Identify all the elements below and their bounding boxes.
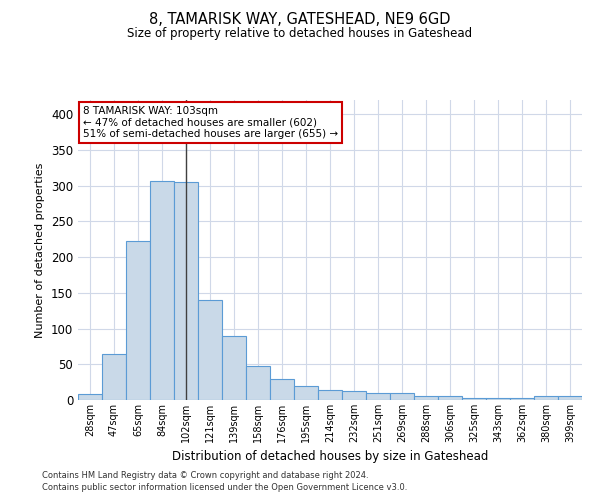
Bar: [222, 336, 246, 400]
Text: 8, TAMARISK WAY, GATESHEAD, NE9 6GD: 8, TAMARISK WAY, GATESHEAD, NE9 6GD: [149, 12, 451, 28]
Text: Contains HM Land Registry data © Crown copyright and database right 2024.: Contains HM Land Registry data © Crown c…: [42, 471, 368, 480]
Text: Size of property relative to detached houses in Gateshead: Size of property relative to detached ho…: [127, 28, 473, 40]
Bar: [558, 396, 582, 400]
Bar: [270, 378, 294, 400]
Bar: [366, 393, 390, 400]
Bar: [342, 392, 366, 400]
Bar: [150, 180, 174, 400]
Bar: [174, 182, 198, 400]
Bar: [534, 396, 558, 400]
Text: Contains public sector information licensed under the Open Government Licence v3: Contains public sector information licen…: [42, 484, 407, 492]
Text: 8 TAMARISK WAY: 103sqm
← 47% of detached houses are smaller (602)
51% of semi-de: 8 TAMARISK WAY: 103sqm ← 47% of detached…: [83, 106, 338, 139]
Bar: [246, 366, 270, 400]
Bar: [102, 354, 126, 400]
Bar: [462, 398, 486, 400]
Bar: [390, 393, 414, 400]
Bar: [318, 390, 342, 400]
Bar: [510, 398, 534, 400]
Bar: [414, 396, 438, 400]
Y-axis label: Number of detached properties: Number of detached properties: [35, 162, 46, 338]
X-axis label: Distribution of detached houses by size in Gateshead: Distribution of detached houses by size …: [172, 450, 488, 464]
Bar: [438, 396, 462, 400]
Bar: [294, 386, 318, 400]
Bar: [126, 242, 150, 400]
Bar: [78, 394, 102, 400]
Bar: [198, 300, 222, 400]
Bar: [486, 398, 510, 400]
